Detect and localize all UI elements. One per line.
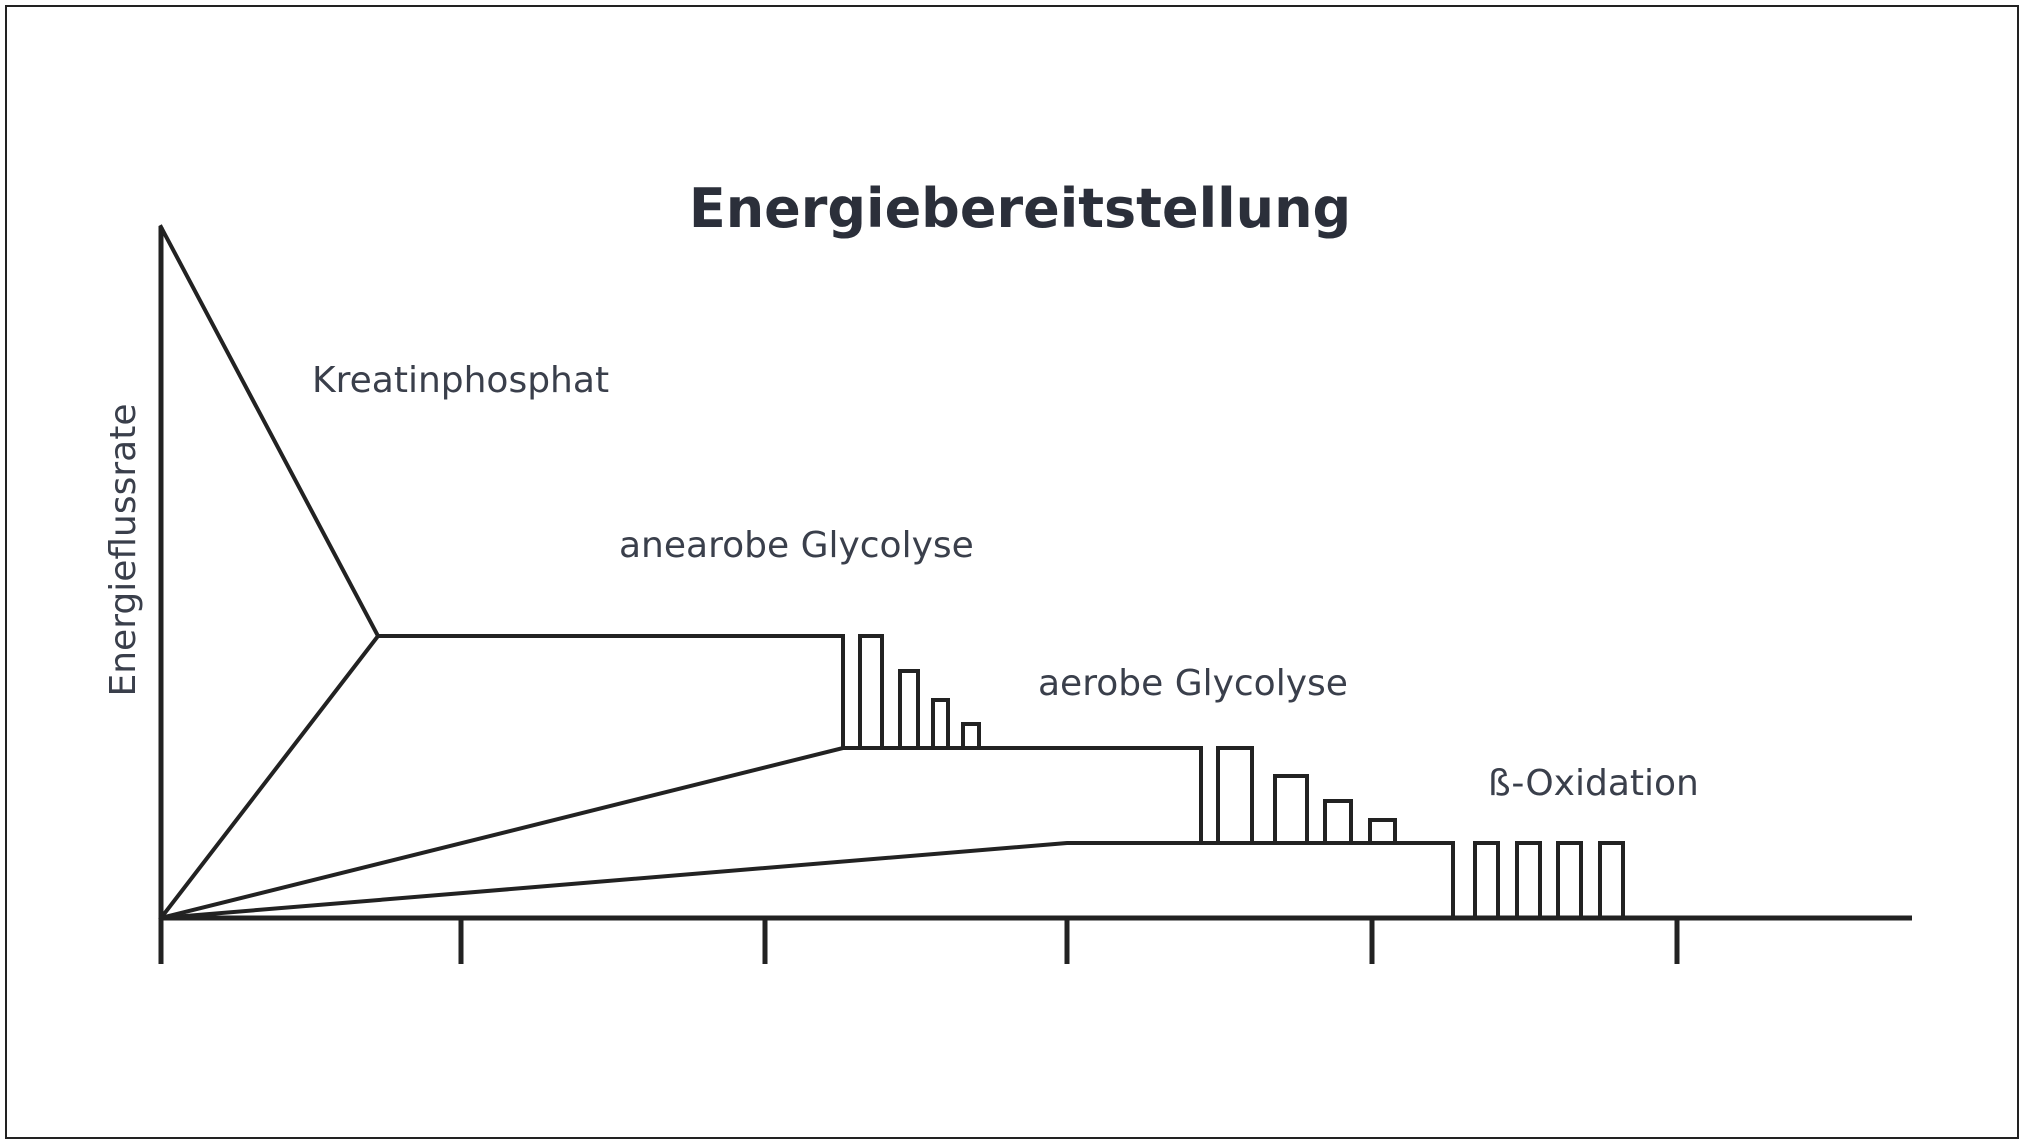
beta-oxidation-curve bbox=[158, 841, 1625, 921]
beta-oxidation-steps bbox=[1473, 841, 1625, 920]
kreatinphosphat-decline-line bbox=[158, 224, 381, 639]
anaerobe-glycolyse-curve bbox=[158, 634, 981, 921]
aerobe-glycolyse-decay-steps bbox=[1216, 746, 1397, 845]
label-anaerobe-glycolyse: anearobe Glycolyse bbox=[619, 525, 974, 566]
aerobe-glycolyse-line bbox=[158, 746, 1203, 921]
diagram-frame bbox=[5, 5, 2019, 1139]
y-axis-label: Energieflussrate bbox=[103, 403, 144, 696]
label-aerobe-glycolyse: aerobe Glycolyse bbox=[1038, 663, 1348, 704]
beta-oxidation-line bbox=[158, 841, 1455, 921]
aerobe-glycolyse-curve bbox=[158, 746, 1397, 921]
label-beta-oxidation: ß-Oxidation bbox=[1488, 763, 1699, 804]
kreatinphosphat-curve bbox=[158, 224, 381, 639]
axes bbox=[158, 227, 1912, 964]
anaerobe-glycolyse-line bbox=[158, 634, 845, 921]
anaerobe-glycolyse-decay-steps bbox=[858, 634, 981, 750]
diagram-title: Energiebereitstellung bbox=[689, 177, 1351, 240]
label-kreatinphosphat: Kreatinphosphat bbox=[312, 360, 609, 401]
